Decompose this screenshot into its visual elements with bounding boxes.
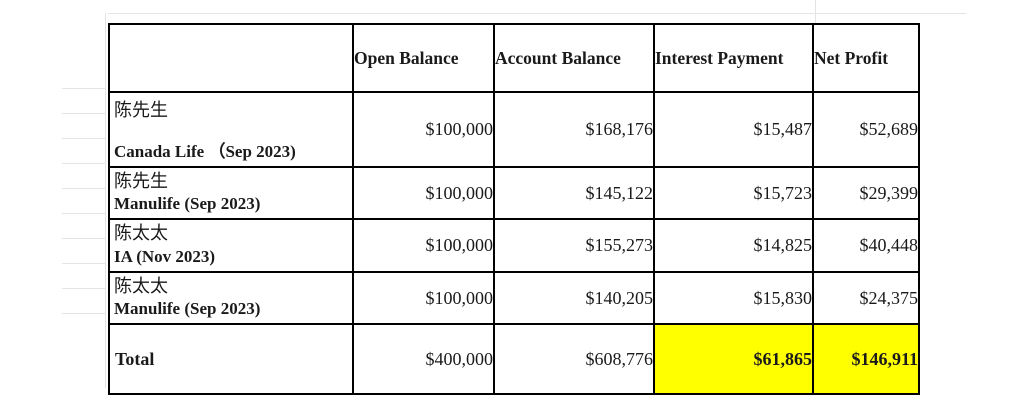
column-header-open-balance: Open Balance <box>352 23 495 93</box>
cell-open-balance: $100,000 <box>352 91 495 168</box>
cell-interest-payment: $15,487 <box>653 91 814 168</box>
gridline <box>62 188 106 189</box>
table-row-ia: 陈太太 IA (Nov 2023) $100,000 $155,273 $14,… <box>108 218 920 273</box>
total-interest-payment-highlighted: $61,865 <box>653 323 814 396</box>
row-label-cell: 陈先生 Canada Life （Sep 2023) <box>108 91 354 168</box>
cell-open-balance: $100,000 <box>352 165 495 221</box>
cell-account-balance: $155,273 <box>493 218 655 273</box>
table-row-manulife-1: 陈先生 Manulife (Sep 2023) $100,000 $145,12… <box>108 165 920 221</box>
total-label: Total <box>115 348 155 369</box>
cell-net-profit: $24,375 <box>812 270 920 326</box>
column-header-net-profit: Net Profit <box>812 23 920 93</box>
cell-interest-payment: $15,830 <box>653 270 814 326</box>
cell-net-profit: $40,448 <box>812 218 920 273</box>
policy-provider-label: Manulife (Sep 2023) <box>114 194 261 214</box>
policy-provider-label: Manulife (Sep 2023) <box>114 299 261 319</box>
gridline <box>62 88 106 89</box>
gridline <box>62 138 106 139</box>
gridline <box>105 13 106 388</box>
total-label-cell: Total <box>108 323 354 396</box>
policy-provider-label: Canada Life （Sep 2023) <box>114 142 296 161</box>
total-net-profit-highlighted: $146,911 <box>812 323 920 396</box>
cell-open-balance: $100,000 <box>352 270 495 326</box>
gridline <box>62 313 106 314</box>
corner-header-cell <box>108 23 354 93</box>
total-open-balance: $400,000 <box>352 323 495 396</box>
policy-holder-name: 陈先生 <box>114 100 168 120</box>
policy-holder-name: 陈太太 <box>114 223 168 244</box>
gridline <box>62 213 106 214</box>
gridline <box>62 238 106 239</box>
row-label-cell: 陈太太 IA (Nov 2023) <box>108 218 354 273</box>
policy-holder-name: 陈太太 <box>114 275 168 296</box>
cell-interest-payment: $15,723 <box>653 165 814 221</box>
gridline <box>108 13 966 14</box>
column-header-interest-payment: Interest Payment <box>653 23 814 93</box>
column-header-account-balance: Account Balance <box>493 23 655 93</box>
header-row: Open Balance Account Balance Interest Pa… <box>108 23 920 93</box>
gridline <box>815 0 816 23</box>
gridline <box>62 288 106 289</box>
cell-account-balance: $140,205 <box>493 270 655 326</box>
cell-net-profit: $29,399 <box>812 165 920 221</box>
cell-open-balance: $100,000 <box>352 218 495 273</box>
gridline <box>62 263 106 264</box>
row-label-cell: 陈先生 Manulife (Sep 2023) <box>108 165 354 221</box>
comparison-table: Open Balance Account Balance Interest Pa… <box>108 23 920 396</box>
policy-provider-label: IA (Nov 2023) <box>114 246 216 266</box>
table-row-manulife-2: 陈太太 Manulife (Sep 2023) $100,000 $140,20… <box>108 270 920 326</box>
table-row-canada-life: 陈先生 Canada Life （Sep 2023) $100,000 $168… <box>108 91 920 168</box>
policy-holder-name: 陈先生 <box>114 171 168 191</box>
cell-account-balance: $145,122 <box>493 165 655 221</box>
gridline <box>62 113 106 114</box>
total-account-balance: $608,776 <box>493 323 655 396</box>
row-label-cell: 陈太太 Manulife (Sep 2023) <box>108 270 354 326</box>
cell-interest-payment: $14,825 <box>653 218 814 273</box>
total-row: Total $400,000 $608,776 $61,865 $146,911 <box>108 323 920 396</box>
cell-account-balance: $168,176 <box>493 91 655 168</box>
cell-net-profit: $52,689 <box>812 91 920 168</box>
gridline <box>62 163 106 164</box>
